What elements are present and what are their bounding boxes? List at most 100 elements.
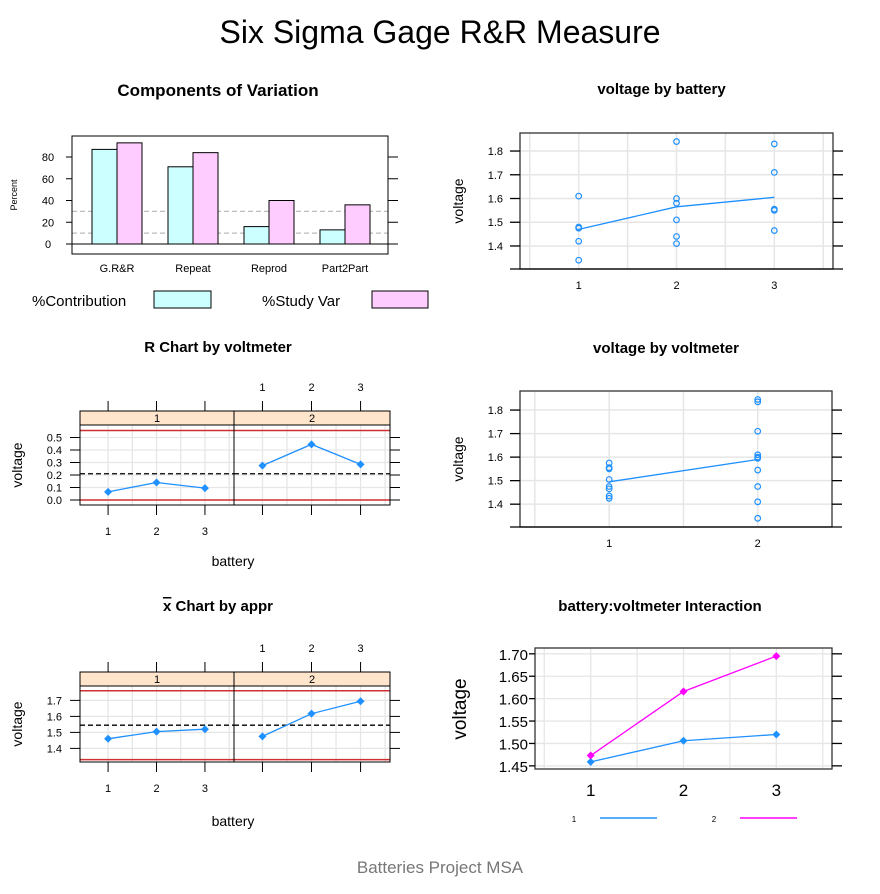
panel-2: 2 1 2 3	[233, 382, 391, 515]
x-tick-label: 2	[153, 783, 159, 795]
y-axis-label: voltage	[450, 678, 471, 739]
data-point	[770, 206, 778, 214]
y-tick-label: 1.7	[488, 429, 503, 441]
x-tick-label-top: 1	[259, 643, 265, 655]
y-axis-label: voltage	[450, 436, 466, 481]
data-point	[586, 751, 595, 760]
data-point	[356, 697, 365, 706]
bar-contribution	[243, 226, 270, 245]
data-point	[673, 138, 680, 145]
data-point	[673, 240, 680, 248]
x-bar-symbol: x	[163, 598, 172, 615]
y-tick-label: 1.65	[499, 669, 528, 686]
data-point	[754, 454, 762, 462]
y-tick-label: 1.50	[499, 736, 528, 753]
x-tick-label: Repeat	[175, 263, 210, 275]
legend-label: 1	[572, 815, 577, 824]
data-point	[104, 734, 113, 743]
legend-label: %Contribution	[32, 293, 126, 310]
y-axis-label: Percent	[9, 179, 19, 211]
chart-title: voltage by voltmeter	[593, 340, 739, 357]
x-tick-label: G.R&R	[100, 263, 135, 275]
x-tick-label: 1	[586, 781, 595, 800]
legend-swatch-contribution	[153, 290, 212, 309]
control-chart-2: R Chart by voltmeter 1 1 2 3 2 1 2 3 0.00.10.20.3…	[9, 339, 400, 569]
legend-label: %Study Var	[262, 293, 340, 310]
y-tick-label: 0.2	[47, 470, 62, 482]
panel-1: 1 1 2 3	[79, 662, 235, 795]
x-axis-label: battery	[212, 813, 255, 829]
bar-study-var	[344, 204, 371, 245]
data-point	[770, 168, 778, 176]
x-tick-label: 3	[202, 783, 208, 795]
y-tick-label: 1.8	[488, 146, 503, 158]
data-point	[673, 233, 680, 240]
y-tick-label: 0.4	[47, 445, 62, 457]
y-tick-label: 0	[45, 239, 51, 251]
x-tick-label-top: 3	[358, 382, 364, 394]
x-tick-label-top: 3	[358, 643, 364, 655]
data-point	[754, 483, 762, 490]
components-of-variation-chart: Components of Variation G.R&R Repeat Reprod…	[9, 81, 429, 310]
mean-line	[578, 196, 775, 230]
y-axis-label: voltage	[9, 701, 25, 746]
y-tick-label: 1.55	[499, 714, 528, 731]
data-point	[586, 757, 595, 766]
bar-contribution	[167, 166, 194, 245]
x-tick-label-top: 2	[308, 643, 314, 655]
data-point	[356, 460, 365, 469]
data-point	[575, 256, 583, 264]
y-tick-label: 1.7	[488, 170, 503, 182]
data-point	[772, 652, 781, 661]
y-tick-label: 1.4	[47, 743, 62, 755]
data-point	[307, 440, 316, 449]
y-tick-label: 1.6	[488, 452, 503, 464]
legend-swatch-study-var	[371, 290, 429, 309]
interaction-chart: battery:voltmeter Interaction 1.45 1.50 1.5…	[450, 598, 842, 824]
bar-study-var	[192, 152, 219, 245]
data-point	[754, 398, 762, 406]
scatter-chart-1: voltage by battery 1.4 1.5 1.6 1.7 1.8 1 2 3 volt…	[450, 81, 843, 292]
y-tick-label: 0.3	[47, 458, 62, 470]
data-point	[673, 199, 680, 207]
plot-frame	[519, 390, 833, 528]
y-axis-label: voltage	[9, 442, 25, 487]
data-point	[605, 465, 613, 473]
chart-title-text: Chart by appr	[171, 598, 273, 615]
data-point	[754, 498, 762, 506]
x-tick-label: 2	[679, 781, 688, 800]
main-title: Six Sigma Gage R&R Measure	[219, 14, 661, 50]
data-point	[307, 709, 316, 718]
data-point	[605, 485, 613, 493]
data-point	[575, 224, 583, 232]
data-point	[754, 514, 762, 522]
data-point	[754, 427, 762, 435]
y-tick-label: 20	[42, 217, 54, 229]
bar-contribution	[91, 148, 118, 245]
y-tick-label: 1.5	[488, 217, 503, 229]
y-tick-label: 1.45	[499, 759, 528, 776]
y-tick-label: 1.6	[488, 194, 503, 206]
y-tick-label: 1.60	[499, 692, 528, 709]
data-point	[673, 216, 680, 224]
y-tick-label: 0.0	[47, 495, 62, 507]
chart-title: battery:voltmeter Interaction	[558, 598, 761, 615]
y-tick-label: 1.6	[47, 711, 62, 723]
panel-2: 2 1 2 3	[233, 643, 391, 772]
x-tick-label: 1	[105, 783, 111, 795]
data-point	[605, 476, 613, 483]
scatter-chart-3: voltage by voltmeter 1.4 1.5 1.6 1.7 1.8 1 2 vol…	[450, 340, 842, 550]
data-point	[104, 487, 113, 496]
data-point	[754, 396, 762, 403]
y-tick-label: 0.5	[47, 433, 62, 445]
x-tick-label-top: 2	[308, 382, 314, 394]
plot-frame	[71, 135, 389, 255]
control-chart-4: x Chart by appr 1 1 2 3 2 1 2 3 1.4 1.5 1.6 1.7 volta…	[9, 598, 400, 829]
data-point	[770, 227, 778, 234]
data-point	[200, 484, 209, 493]
plot-frame	[534, 647, 833, 770]
legend-label: 2	[712, 815, 717, 824]
x-tick-label: Reprod	[251, 263, 287, 275]
x-axis-label: battery	[212, 553, 255, 569]
